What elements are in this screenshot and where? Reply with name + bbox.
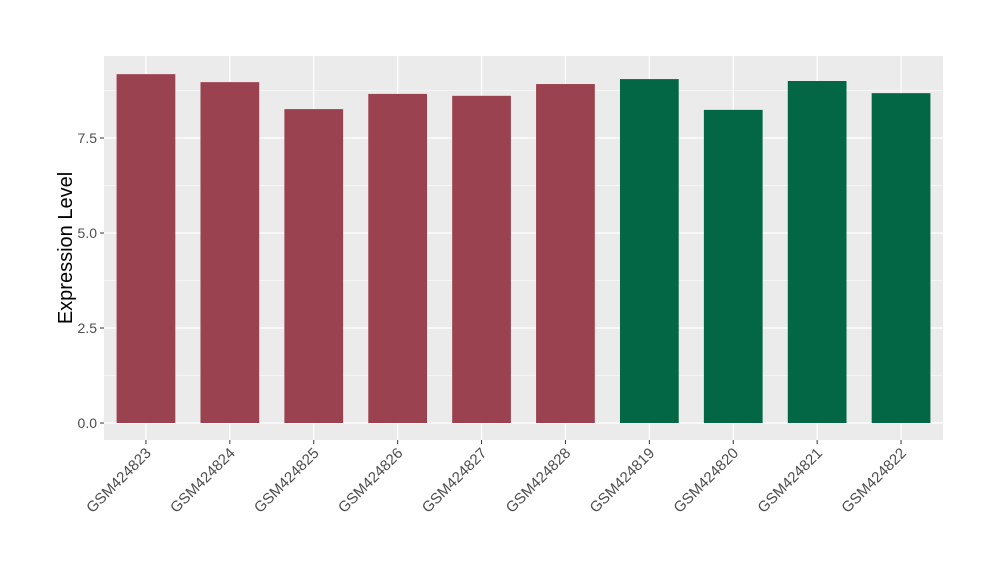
x-tick-label: GSM424828 xyxy=(503,445,575,517)
x-tick-label: GSM424827 xyxy=(419,445,491,517)
x-tick-label: GSM424822 xyxy=(838,445,910,517)
bar-GSM424827 xyxy=(452,95,511,423)
bar-GSM424828 xyxy=(536,84,595,423)
bar-GSM424820 xyxy=(703,109,763,423)
y-tick-label: 5.0 xyxy=(78,225,98,241)
bar-GSM424819 xyxy=(619,79,679,423)
y-axis: 0.0 2.5 5.0 7.5 xyxy=(78,130,104,431)
x-tick-label: GSM424820 xyxy=(670,445,742,517)
y-tick-label: 7.5 xyxy=(78,130,98,146)
bar-GSM424822 xyxy=(871,93,931,423)
x-tick-label: GSM424825 xyxy=(251,445,323,517)
x-tick-label: GSM424824 xyxy=(167,445,239,517)
bar-GSM424821 xyxy=(787,81,847,423)
y-axis-label: Expression Level xyxy=(55,172,77,324)
bar-GSM424826 xyxy=(368,93,428,424)
x-axis: GSM424823 GSM424824 GSM424825 GSM424826 GSM4… xyxy=(83,440,910,516)
y-tick-label: 0.0 xyxy=(78,415,98,431)
x-tick-label: GSM424819 xyxy=(587,445,659,517)
x-tick-label: GSM424826 xyxy=(335,445,407,517)
bar-GSM424823 xyxy=(116,74,176,423)
bars xyxy=(116,74,931,424)
bar-GSM424824 xyxy=(200,82,260,423)
x-tick-label: GSM424823 xyxy=(83,445,155,517)
y-tick-label: 2.5 xyxy=(78,320,98,336)
bar-GSM424825 xyxy=(284,109,344,424)
x-tick-label: GSM424821 xyxy=(754,445,826,517)
